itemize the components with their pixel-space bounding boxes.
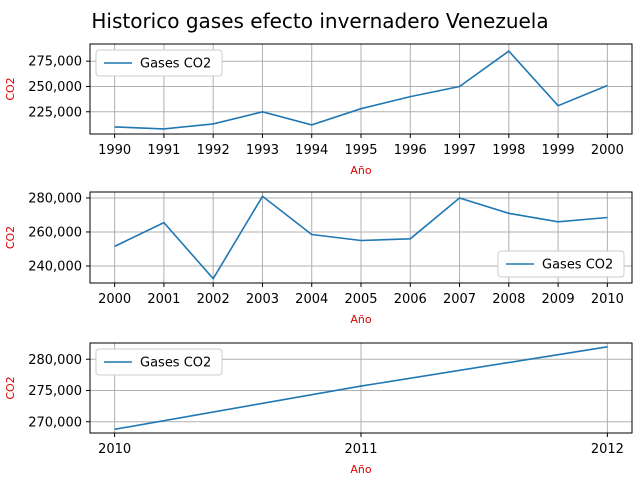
legend-box [95,348,223,376]
series-line-gases-co2 [114,50,608,130]
x-tick-label: 1992 [197,143,230,158]
x-tick-label: 2000 [98,292,131,307]
x-tick-label: 1999 [542,143,575,158]
x-tick-label: 1991 [147,143,180,158]
x-tick-label: 1996 [394,143,427,158]
x-tick-label: 1990 [98,143,131,158]
plot-frame [89,43,633,135]
x-tick-label: 2002 [197,292,230,307]
x-tick-label: 2009 [542,292,575,307]
x-axis-label: Año [350,164,371,177]
charts-container: 1990 1991 1992 1993 1994 1995 1996 1997 1998 1999… [4,43,633,476]
x-tick-label: 2006 [394,292,427,307]
x-tick-label: 2004 [295,292,328,307]
legend: Gases CO2 [95,49,223,77]
legend-label: Gases CO2 [542,258,613,273]
x-tick-label: 1995 [344,143,377,158]
legend-label: Gases CO2 [140,356,211,371]
x-tick-label: 2010 [98,442,131,457]
figure-title: Historico gases efecto invernadero Venez… [91,9,548,33]
x-tick-label: 1998 [492,143,525,158]
plot-frame [89,191,633,284]
series-line-gases-co2 [114,346,608,431]
y-tick-label: 280,000 [28,353,82,368]
chart-panel-3: 2010 2011 2012 270,000 275,000 280,000 Año CO2 G… [4,342,633,476]
y-tick-label: 240,000 [28,259,82,274]
y-tick-label: 225,000 [28,105,82,120]
legend: Gases CO2 [95,348,223,376]
plot-frame [89,342,633,434]
y-axis-label: CO2 [4,77,17,100]
x-tick-label: 2011 [344,442,377,457]
x-tick-label: 2000 [591,143,624,158]
legend-label: Gases CO2 [140,57,211,72]
series-line-gases-co2 [114,195,608,281]
y-tick-label: 250,000 [28,80,82,95]
x-tick-label: 2008 [492,292,525,307]
y-axis-label: CO2 [4,226,17,249]
x-tick-label: 1994 [295,143,328,158]
x-tick-label: 2001 [147,292,180,307]
x-tick-label: 1997 [443,143,476,158]
x-axis-label: Año [350,313,371,326]
x-tick-label: 1993 [246,143,279,158]
x-axis-label: Año [350,463,371,476]
x-tick-label: 2012 [591,442,624,457]
y-tick-label: 270,000 [28,415,82,430]
y-tick-label: 275,000 [28,55,82,70]
x-tick-label: 2005 [344,292,377,307]
legend-box [497,250,625,278]
legend: Gases CO2 [497,250,625,278]
y-tick-label: 280,000 [28,191,82,206]
chart-panel-2: 2000 2001 2002 2003 2004 2005 2006 2007 2008 2009… [4,191,633,326]
x-tick-label: 2003 [246,292,279,307]
legend-box [95,49,223,77]
chart-panel-1: 1990 1991 1992 1993 1994 1995 1996 1997 1998 1999… [4,43,633,177]
y-tick-label: 275,000 [28,384,82,399]
y-tick-label: 260,000 [28,225,82,240]
x-tick-label: 2010 [591,292,624,307]
y-axis-label: CO2 [4,376,17,399]
x-tick-label: 2007 [443,292,476,307]
